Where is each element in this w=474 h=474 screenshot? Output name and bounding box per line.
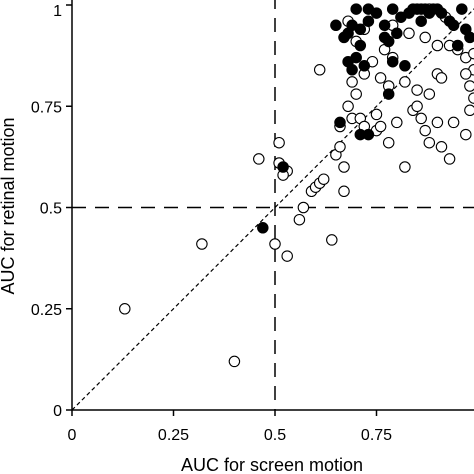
x-tick-label: 0.5 <box>264 427 286 444</box>
open-point-41 <box>464 104 474 117</box>
open-point-42 <box>468 92 474 104</box>
open-point-29 <box>391 116 403 129</box>
diagonal-reference-line <box>71 8 474 411</box>
y-tick-label: 1 <box>53 3 62 20</box>
filled-point-2 <box>334 116 346 129</box>
open-point-1 <box>196 238 208 250</box>
open-point-72 <box>346 76 358 88</box>
filled-point-36 <box>451 39 464 52</box>
filled-point-33 <box>456 3 468 15</box>
open-point-71 <box>370 108 383 121</box>
filled-point-1 <box>277 161 289 173</box>
open-point-6 <box>273 136 285 149</box>
open-point-38 <box>443 153 456 165</box>
open-point-50 <box>431 39 444 52</box>
filled-point-8 <box>350 51 362 64</box>
open-point-21 <box>342 100 354 113</box>
data-markers <box>119 3 474 368</box>
filled-point-9 <box>354 39 367 52</box>
y-tick-label: 0.75 <box>31 99 62 116</box>
open-point-32 <box>411 100 423 113</box>
open-point-36 <box>431 116 444 129</box>
x-tick-label: 0.25 <box>158 427 189 444</box>
filled-point-30 <box>435 7 448 19</box>
x-tick-label: 0 <box>68 427 77 444</box>
open-point-15 <box>317 173 330 185</box>
filled-point-5 <box>358 60 371 72</box>
open-point-63 <box>423 88 436 100</box>
y-tick-label: 0.5 <box>40 201 62 218</box>
open-point-66 <box>313 64 326 76</box>
ticks: 0 0.25 0.5 0.75 0 0.25 0.5 0.75 1 <box>31 3 392 444</box>
open-point-28 <box>382 136 395 149</box>
open-point-37 <box>435 141 448 153</box>
open-point-20 <box>338 185 350 198</box>
filled-point-38 <box>382 35 395 48</box>
filled-point-18 <box>370 7 383 19</box>
filled-point-43 <box>415 15 427 27</box>
open-point-33 <box>415 112 427 125</box>
open-point-62 <box>411 84 423 96</box>
open-point-30 <box>399 161 411 173</box>
open-point-27 <box>374 120 387 133</box>
open-point-11 <box>297 201 310 214</box>
reference-lines <box>71 0 474 411</box>
filled-point-16 <box>350 3 362 15</box>
open-point-61 <box>399 76 411 88</box>
open-point-16 <box>326 234 338 246</box>
open-point-35 <box>423 136 436 149</box>
open-point-18 <box>334 141 346 153</box>
filled-point-19 <box>378 19 391 32</box>
filled-point-40 <box>391 27 403 40</box>
filled-point-4 <box>362 128 375 141</box>
open-point-0 <box>119 303 131 315</box>
open-point-45 <box>460 68 472 80</box>
open-point-43 <box>464 80 474 92</box>
open-point-34 <box>419 124 431 137</box>
x-tick-label: 0.75 <box>361 427 392 444</box>
filled-point-39 <box>386 55 399 68</box>
filled-point-35 <box>464 31 474 44</box>
open-point-65 <box>435 72 448 84</box>
open-point-5 <box>281 250 293 262</box>
filled-point-0 <box>257 222 269 234</box>
filled-point-15 <box>362 15 375 27</box>
axes <box>71 0 474 411</box>
open-point-40 <box>460 128 472 141</box>
open-point-52 <box>403 27 415 40</box>
open-point-19 <box>338 161 350 173</box>
open-point-59 <box>374 72 387 84</box>
filled-point-41 <box>399 60 411 72</box>
x-axis-label: AUC for screen motion <box>181 455 363 474</box>
filled-point-12 <box>330 19 342 32</box>
open-point-4 <box>269 238 281 250</box>
open-point-39 <box>447 116 460 129</box>
filled-point-14 <box>354 23 367 36</box>
filled-point-32 <box>447 19 460 32</box>
open-point-51 <box>419 31 431 44</box>
open-point-2 <box>228 355 241 368</box>
filled-point-42 <box>382 88 395 100</box>
open-point-23 <box>350 88 362 100</box>
open-point-10 <box>293 213 306 226</box>
open-point-47 <box>468 47 474 60</box>
y-tick-label: 0 <box>53 403 62 420</box>
y-tick-label: 0.25 <box>31 302 62 319</box>
y-axis-label: AUC for retinal motion <box>0 117 18 294</box>
filled-point-20 <box>386 3 399 15</box>
open-point-3 <box>253 153 265 165</box>
